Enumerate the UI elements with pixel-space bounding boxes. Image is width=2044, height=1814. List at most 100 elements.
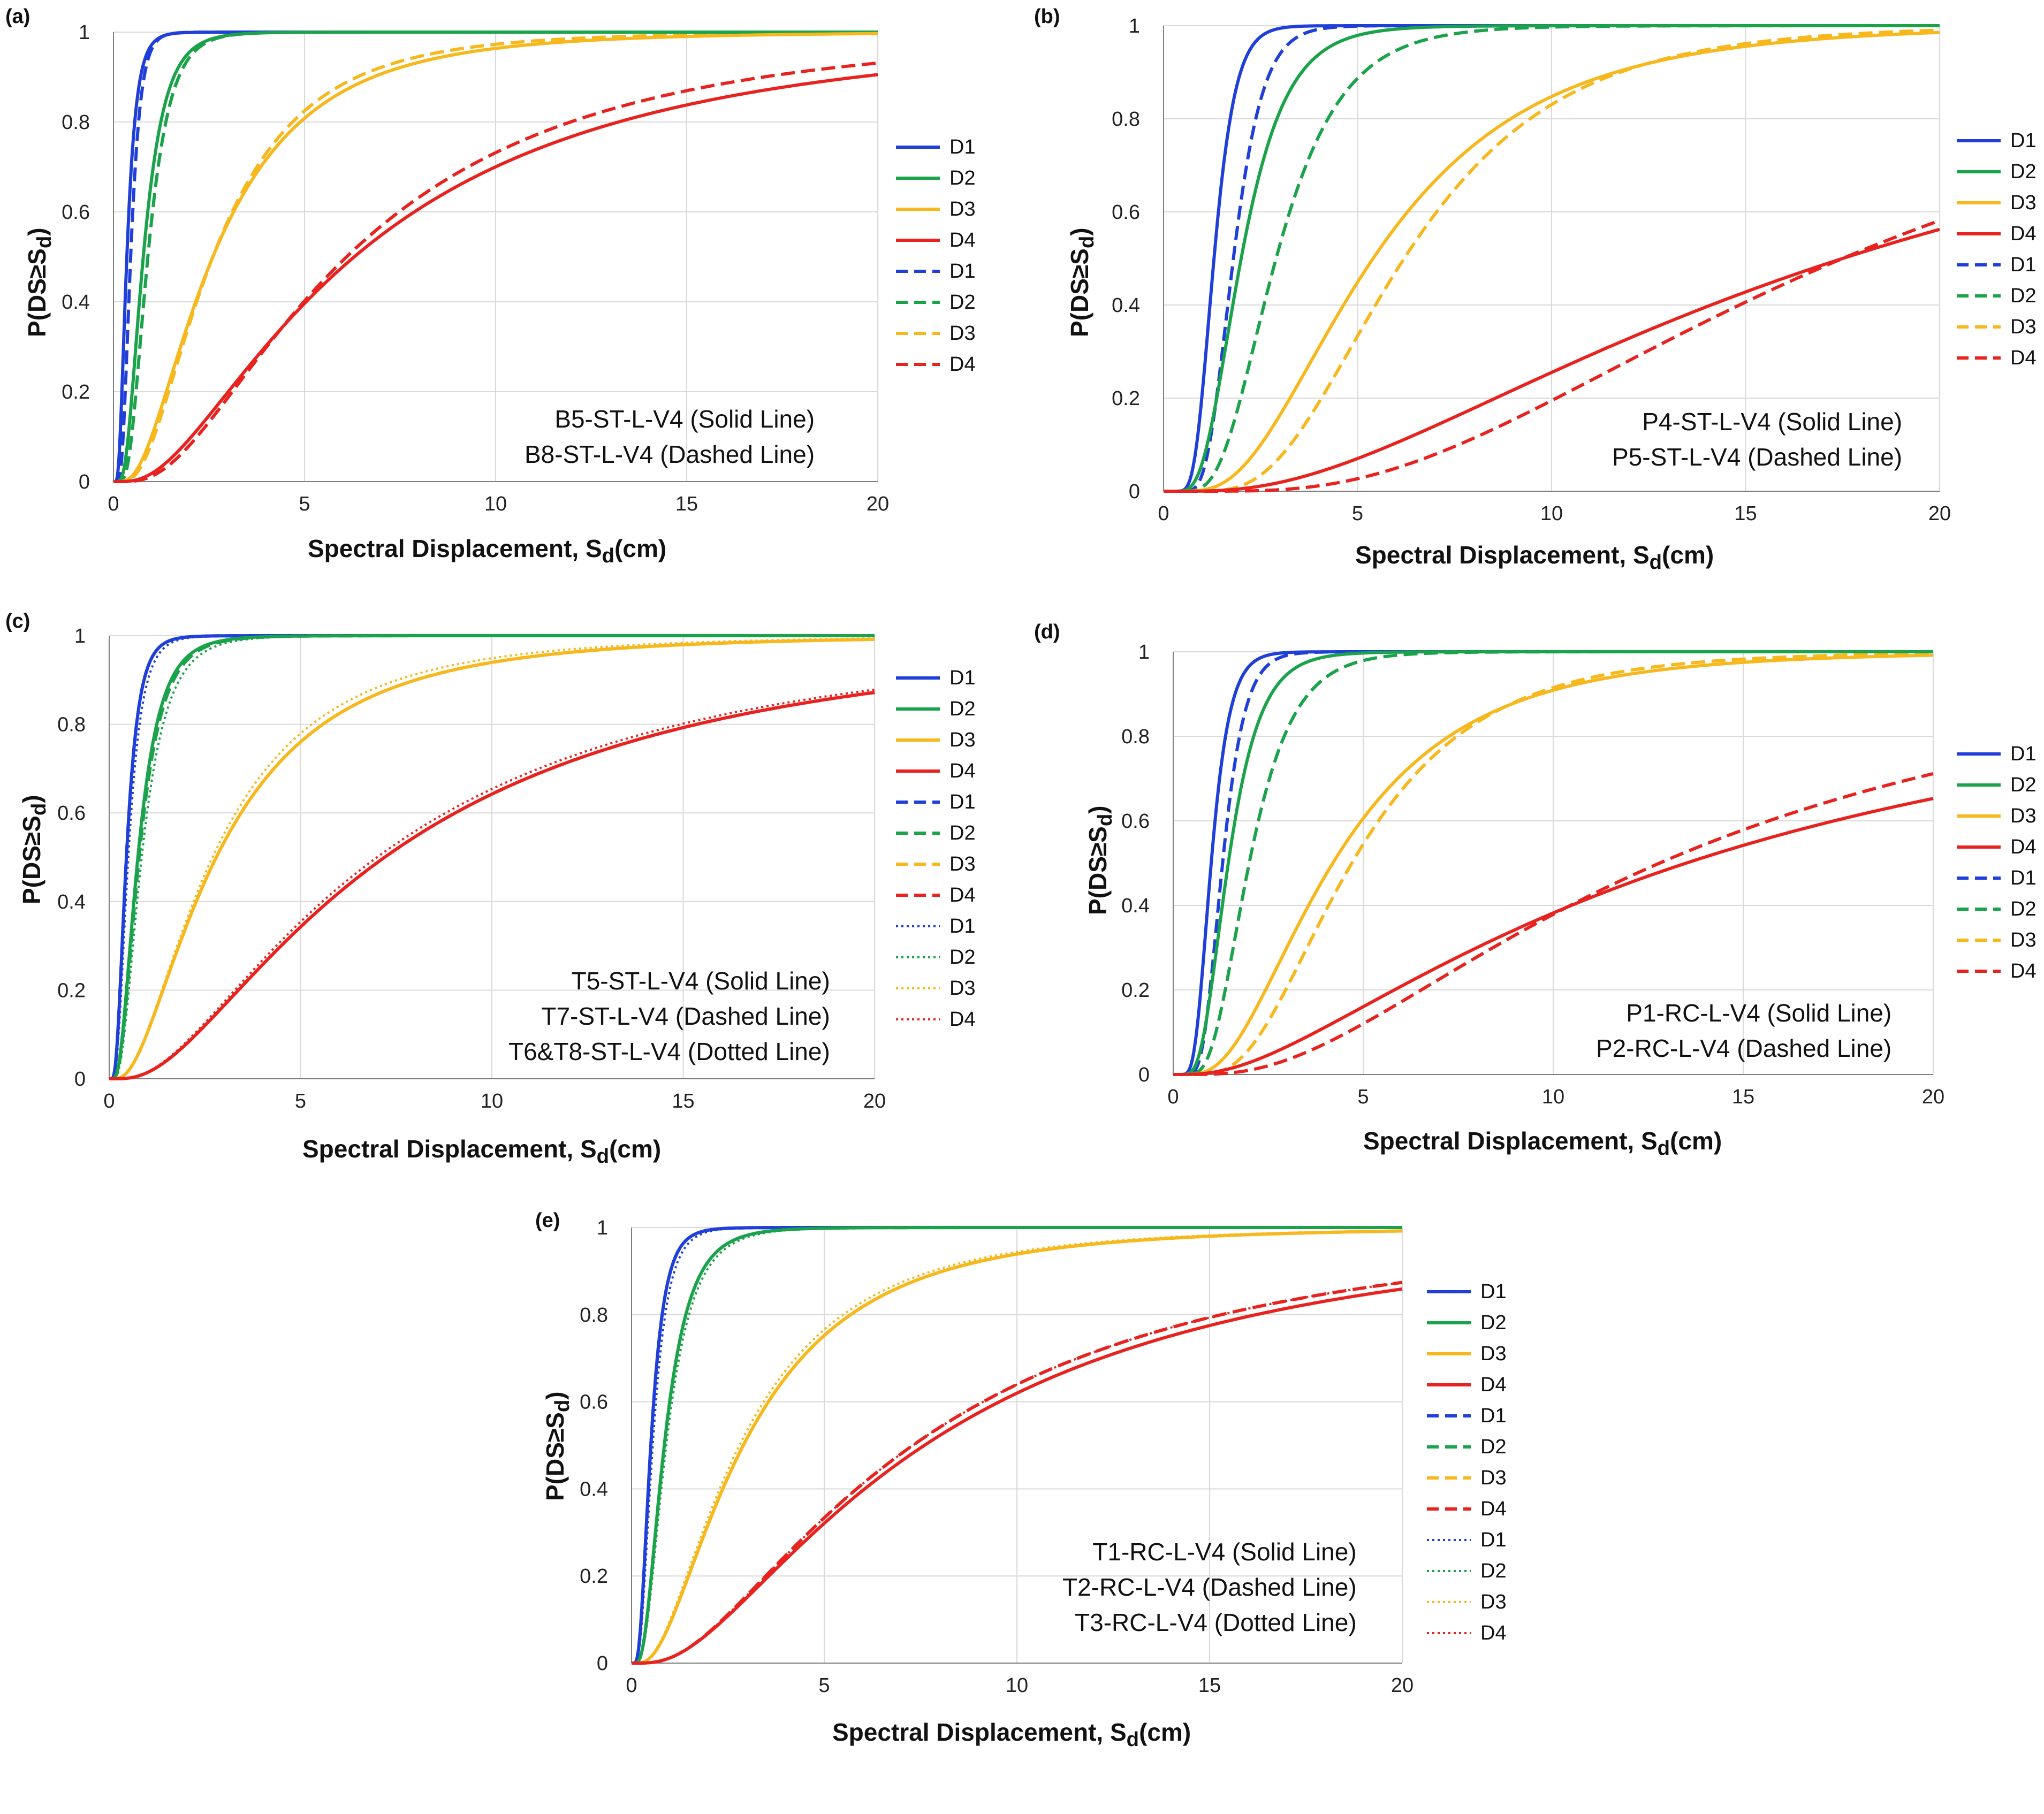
- legend-label: D4: [2010, 960, 2037, 982]
- y-axis-label: P(DS≥Sd): [541, 1391, 574, 1501]
- annotation-line-2: T7-ST-L-V4 (Dashed Line): [541, 1002, 830, 1030]
- legend-swatch: [1957, 325, 2001, 329]
- legend-label: D1: [1480, 1405, 1507, 1427]
- y-tick-label: 1: [79, 21, 90, 44]
- x-tick-label: 20: [1922, 1086, 1944, 1108]
- y-tick-label: 0.4: [57, 891, 86, 913]
- x-axis-label: Spectral Displacement, Sd(cm): [308, 535, 667, 568]
- legend-swatch: [1957, 201, 2001, 204]
- legend-swatch: [1957, 970, 2001, 973]
- series-annotation: P1-RC-L-V4 (Solid Line) P2-RC-L-V4 (Dash…: [1596, 995, 1891, 1066]
- series-line-d2-solid: [1162, 24, 1940, 493]
- legend-label: D3: [2010, 805, 2037, 827]
- chart-panel-b: (b) 0 5 10 15 20 0 0.2 0.4 0.6 0.8 1 P(DS≥Sd) Spec…: [1034, 5, 2040, 610]
- annotation-line-2: T2-RC-L-V4 (Dashed Line): [1062, 1573, 1357, 1601]
- legend-label: D2: [949, 698, 976, 720]
- chart-panel-a: (a) 0 5 10 15 20 0 0.2 0.4 0.6 0.8 1 P(DS≥Sd) Spec…: [5, 5, 1012, 610]
- panel-label: (c): [5, 610, 31, 632]
- y-axis-label: P(DS≥Sd): [23, 227, 56, 337]
- legend-label: D3: [949, 729, 976, 751]
- y-tick-label: 0.6: [57, 802, 86, 825]
- legend-label: D3: [1480, 1591, 1507, 1613]
- series-line-d4-dashed: [112, 61, 878, 483]
- legend-label: D1: [949, 136, 976, 158]
- y-tick-label: 0.8: [580, 1304, 608, 1327]
- y-axis-label: P(DS≥Sd): [1066, 227, 1099, 337]
- legend-label: D1: [949, 260, 976, 283]
- legend-label: D3: [949, 853, 976, 875]
- legend-swatch: [896, 987, 940, 989]
- legend-label: D3: [2010, 929, 2037, 951]
- annotation-line-3: T6&T8-ST-L-V4 (Dotted Line): [508, 1038, 830, 1065]
- y-tick-label: 0.8: [1121, 726, 1150, 748]
- series-line-d4-solid: [108, 691, 875, 1080]
- series-annotation: P4-ST-L-V4 (Solid Line) P5-ST-L-V4 (Dash…: [1612, 404, 1902, 475]
- legend-swatch: [896, 925, 940, 927]
- legend-label: D4: [1480, 1498, 1507, 1520]
- x-tick-label: 10: [481, 1090, 503, 1112]
- legend-label: D1: [2010, 129, 2037, 152]
- legend-label: D3: [949, 198, 976, 220]
- series-line-d2-solid: [112, 31, 878, 483]
- panel-label: (b): [1034, 5, 1060, 28]
- chart-plot-d: 0 5 10 15 20 0 0.2 0.4 0.6 0.8 1: [1121, 641, 1944, 1108]
- x-tick-label: 10: [1006, 1674, 1028, 1697]
- series-line-d3-solid: [108, 637, 875, 1080]
- legend-label: D3: [949, 322, 976, 345]
- legend-swatch: [1957, 939, 2001, 942]
- y-tick-label: 0.4: [62, 291, 90, 314]
- legend-swatch: [896, 177, 940, 180]
- x-tick-label: 15: [675, 493, 698, 515]
- y-tick-label: 1: [74, 625, 86, 647]
- annotation-line-1: P4-ST-L-V4 (Solid Line): [1642, 408, 1903, 436]
- legend-label: D1: [949, 791, 976, 813]
- x-tick-label: 15: [1198, 1674, 1221, 1697]
- legend-swatch: [896, 956, 940, 958]
- legend-swatch: [896, 1018, 940, 1020]
- x-tick-label: 0: [626, 1674, 637, 1697]
- chart-panel-e: (e) 0 5 10 15 20 0 0.2 0.4 0.6 0.8 1 P(DS≥Sd) Spec…: [535, 1209, 1541, 1814]
- annotation-line-1: T1-RC-L-V4 (Solid Line): [1092, 1538, 1357, 1566]
- annotation-line-1: T5-ST-L-V4 (Solid Line): [571, 967, 830, 995]
- chart-panel-c: (c) 0 5 10 15 20 0 0.2 0.4 0.6 0.8 1 P(DS≥Sd) Spec…: [5, 610, 1012, 1215]
- series-line-d4-dotted: [630, 1281, 1403, 1664]
- legend-swatch: [1957, 356, 2001, 360]
- legend-label: D3: [2010, 192, 2037, 214]
- y-tick-label: 0.2: [57, 979, 86, 1002]
- y-tick-label: 0: [74, 1068, 86, 1091]
- y-tick-label: 0: [79, 471, 90, 493]
- y-tick-label: 1: [1129, 15, 1140, 37]
- legend-swatch: [896, 208, 940, 211]
- x-axis-label: Spectral Displacement, Sd(cm): [1363, 1127, 1722, 1160]
- legend-swatch: [1427, 1570, 1471, 1572]
- legend-swatch: [1427, 1414, 1471, 1417]
- y-tick-label: 0.8: [1112, 108, 1140, 131]
- y-tick-label: 1: [597, 1217, 608, 1239]
- legend-label: D4: [949, 353, 976, 376]
- legend-swatch: [1957, 783, 2001, 787]
- panel-label: (e): [535, 1209, 560, 1232]
- legend-label: D3: [1480, 1467, 1507, 1489]
- legend-swatch: [896, 769, 940, 773]
- y-tick-label: 0.8: [57, 714, 86, 736]
- series-line-d1-dotted: [630, 1226, 1402, 1664]
- legend-label: D1: [1480, 1281, 1507, 1303]
- x-tick-label: 5: [1352, 502, 1363, 525]
- y-axis-label: P(DS≥Sd): [1084, 805, 1117, 915]
- legend-swatch: [896, 832, 940, 835]
- x-tick-label: 5: [295, 1090, 306, 1112]
- x-tick-label: 20: [1928, 502, 1951, 525]
- legend-swatch: [1427, 1352, 1471, 1355]
- x-tick-label: 0: [108, 493, 119, 515]
- x-tick-label: 10: [1540, 502, 1563, 525]
- x-tick-label: 20: [863, 1090, 886, 1112]
- legend-swatch: [1957, 876, 2001, 880]
- chart-panel-d: (d) 0 5 10 15 20 0 0.2 0.4 0.6 0.8 1 P(DS≥Sd) Spec…: [1034, 621, 2040, 1225]
- series-line-d4-solid: [1162, 227, 1940, 493]
- legend-label: D4: [2010, 223, 2037, 245]
- panel-label: (d): [1034, 621, 1060, 643]
- legend-label: D2: [2010, 774, 2037, 796]
- legend-label: D1: [2010, 743, 2037, 765]
- legend-label: D4: [1480, 1374, 1507, 1396]
- x-tick-label: 5: [818, 1674, 830, 1697]
